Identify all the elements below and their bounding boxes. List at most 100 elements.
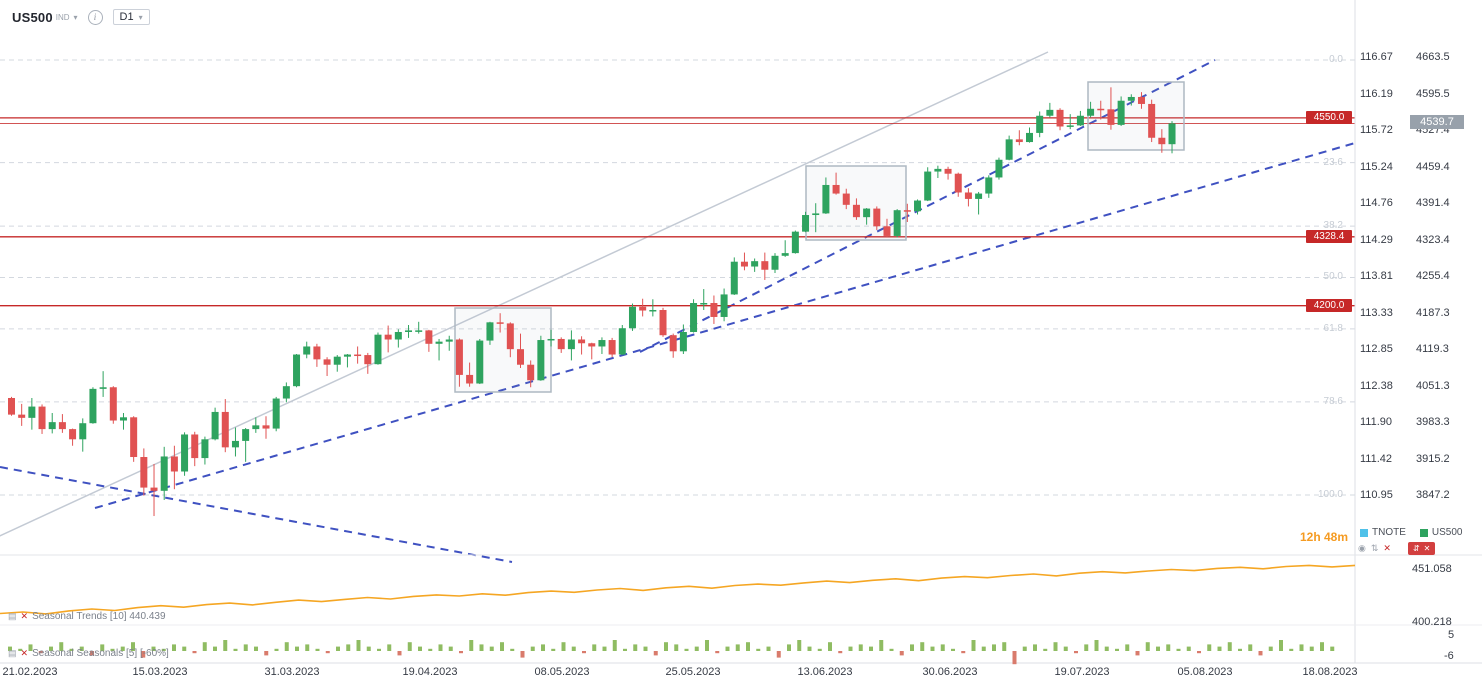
- seasonal-histogram-bar: [592, 644, 597, 651]
- price-level-label[interactable]: 4328.4: [1306, 229, 1352, 243]
- candle: [69, 429, 77, 440]
- candle: [618, 328, 626, 355]
- scale-swap-icon[interactable]: ⇅: [1370, 543, 1379, 553]
- legend-item-us500[interactable]: US500: [1419, 527, 1462, 538]
- highlight-box: [1087, 81, 1185, 151]
- tnote-price-tick: 112.85: [1360, 343, 1393, 355]
- price-level-label[interactable]: 4200.0: [1306, 298, 1352, 312]
- candle: [18, 414, 26, 418]
- timeframe-select[interactable]: D1 ▾: [112, 9, 150, 25]
- candle: [119, 417, 127, 421]
- chart-legend: TNOTE US500: [1360, 527, 1462, 538]
- seasonal-histogram-bar: [274, 648, 279, 651]
- indicator-remove-icon[interactable]: ✕: [20, 648, 29, 658]
- seasonal-histogram-bar: [1145, 642, 1150, 651]
- candle: [506, 323, 514, 350]
- candle: [333, 356, 341, 365]
- candle: [445, 339, 453, 342]
- candle: [547, 338, 555, 341]
- candle: [730, 261, 738, 295]
- seasonal-histogram-bar: [387, 644, 392, 651]
- candle: [649, 309, 657, 312]
- seasonal-histogram-bar: [151, 646, 156, 651]
- fib-level-label: 78.6: [1323, 395, 1343, 407]
- indicator-settings-icon[interactable]: ▤: [8, 648, 17, 658]
- seasonal-histogram-bar: [377, 648, 381, 651]
- sort-arrows-icon: ⇵: [1412, 544, 1420, 553]
- candle: [221, 411, 229, 448]
- candle: [1158, 137, 1166, 145]
- candle: [262, 425, 270, 429]
- seasonal-histogram-bar: [1156, 646, 1160, 651]
- us500-price-tick: 4459.4: [1416, 160, 1450, 173]
- seasonal-histogram-bar: [920, 642, 925, 651]
- seasonal-histogram-bar: [366, 646, 371, 651]
- seasonal-histogram-bar: [776, 651, 781, 658]
- seasonal-histogram-bar: [1063, 646, 1068, 651]
- candle: [751, 261, 759, 267]
- candle: [863, 208, 871, 218]
- visibility-eye-icon[interactable]: ◉: [1358, 543, 1366, 553]
- seasonal-histogram-bar: [612, 640, 617, 651]
- us500-price-tick: 3983.3: [1416, 416, 1450, 428]
- legend-item-tnote[interactable]: TNOTE: [1360, 527, 1406, 538]
- candle: [476, 340, 484, 384]
- us500-price-tick: 4663.5: [1416, 51, 1450, 63]
- seasonal-histogram-bar: [182, 646, 187, 651]
- price-level-label[interactable]: 4550.0: [1306, 110, 1352, 124]
- date-label: 18.08.2023: [1302, 666, 1358, 678]
- candle: [242, 429, 250, 441]
- blue-trendline: [94, 142, 1356, 509]
- candle: [1127, 96, 1135, 101]
- seasonal-histogram-bar: [295, 646, 299, 651]
- candle: [415, 330, 423, 332]
- seasonal-histogram-bar: [510, 648, 515, 651]
- indicator-remove-icon[interactable]: ✕: [20, 611, 29, 621]
- seasonal-histogram-bar: [725, 646, 730, 651]
- tnote-color-swatch: [1360, 528, 1368, 537]
- candle: [1076, 115, 1084, 126]
- seasonal-histogram-bar: [1012, 651, 1017, 665]
- indicator-seasonal-trends-label: Seasonal Trends [10] 440.439: [32, 611, 166, 622]
- seasonal-histogram-bar: [49, 646, 53, 651]
- candle: [354, 354, 362, 357]
- remove-overlay-icon[interactable]: ✕: [1383, 543, 1391, 553]
- symbol-dropdown-caret-icon[interactable]: ▾: [73, 12, 78, 22]
- seasonal-histogram-bar: [653, 651, 658, 656]
- seasonal-histogram-bar: [315, 648, 320, 651]
- seasonal-histogram-bar: [100, 644, 105, 651]
- candle: [690, 303, 698, 332]
- last-price-label: 4539.7: [1410, 115, 1464, 130]
- us500-price-tick: 3847.2: [1416, 489, 1450, 501]
- candle: [791, 231, 799, 254]
- candle: [1056, 109, 1064, 127]
- candle: [160, 456, 168, 491]
- candle: [150, 487, 158, 491]
- seasonal-histogram-bar: [1043, 648, 1048, 651]
- seasonal-histogram-bar: [356, 640, 361, 651]
- chart-toolbar: US500 IND ▾ i D1 ▾: [12, 9, 150, 25]
- fib-level-label: 0.0: [1329, 53, 1343, 65]
- candle: [1137, 96, 1145, 104]
- symbol-name[interactable]: US500: [12, 9, 53, 25]
- fib-level-label: 23.6: [1323, 156, 1343, 168]
- candle: [1097, 108, 1105, 111]
- seasonal-histogram-bar: [1135, 651, 1140, 656]
- seasonal-histogram-bar: [1022, 646, 1027, 651]
- tnote-price-tick: 112.38: [1360, 379, 1393, 392]
- seasonal-histogram-bar: [766, 646, 771, 651]
- candle: [873, 208, 881, 227]
- info-icon[interactable]: i: [87, 9, 103, 25]
- seasonal-histogram-bar: [1268, 646, 1273, 651]
- candle: [578, 339, 586, 344]
- us500-color-swatch: [1419, 528, 1428, 537]
- tnote-price-tick: 116.67: [1360, 51, 1393, 63]
- candle: [130, 417, 138, 458]
- close-symbol-badge[interactable]: ⇵ ✕: [1407, 542, 1436, 555]
- indicator-row-seasonal-seasonals: ▤ ✕ Seasonal Seasonals [5] [-60%]: [8, 648, 169, 659]
- seasonal-histogram-bar: [1279, 640, 1283, 651]
- indicator-settings-icon[interactable]: ▤: [8, 611, 17, 621]
- seasonal-histogram-bar: [233, 648, 238, 651]
- seasonal-histogram-bar: [807, 646, 812, 651]
